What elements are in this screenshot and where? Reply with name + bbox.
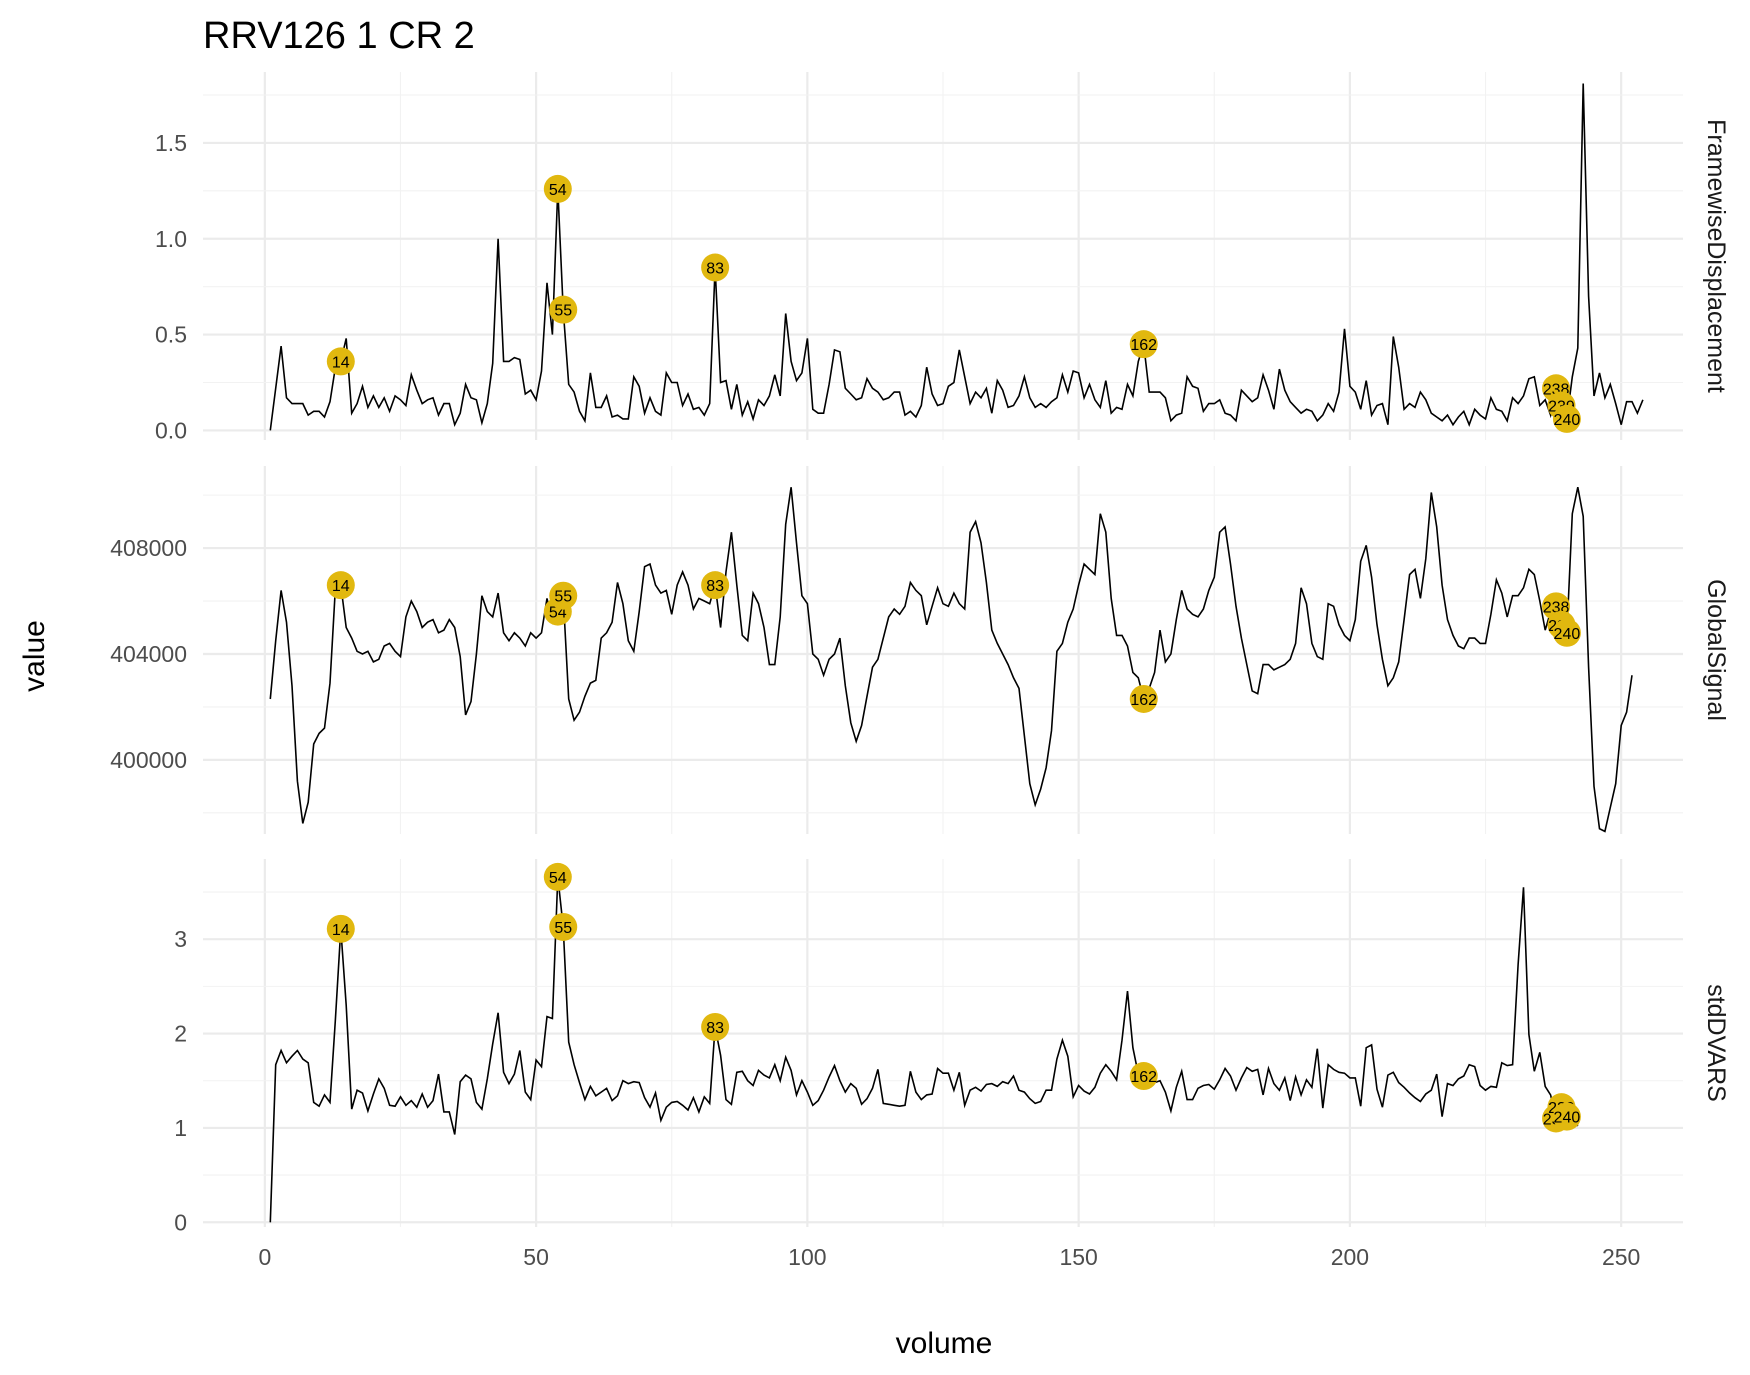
y-tick-label: 404000 [110,641,187,667]
x-tick-label: 100 [788,1244,826,1270]
marker-dot [326,571,355,600]
outlier-marker: 162 [1129,1062,1158,1091]
outlier-marker: 55 [549,295,578,324]
marker-dot [1552,1102,1581,1131]
marker-label: 162 [1130,337,1157,354]
marker-label: 162 [1130,692,1157,709]
outlier-marker: 55 [549,581,578,610]
series-line-FramewiseDisplacement [269,83,1644,431]
outlier-marker: 54 [543,174,572,203]
outlier-marker: 83 [701,571,730,600]
y-tick-label: 0.0 [155,417,187,443]
marker-dot [1129,1062,1158,1091]
marker-label: 55 [554,589,572,606]
outlier-marker: 55 [549,912,578,941]
outlier-marker: 240 [1552,618,1581,647]
x-tick-label: 150 [1059,1244,1097,1270]
outlier-marker: 240 [1552,404,1581,433]
marker-label: 240 [1554,626,1581,643]
outlier-marker: 14 [326,914,355,943]
marker-label: 83 [706,261,724,278]
x-tick-label: 250 [1602,1244,1640,1270]
outlier-marker: 14 [326,571,355,600]
y-tick-label: 2 [174,1021,187,1047]
marker-dot [543,862,572,891]
outlier-marker: 162 [1129,330,1158,359]
y-axis-title: value [18,620,51,692]
marker-label: 162 [1130,1069,1157,1086]
marker-label: 240 [1554,1110,1581,1127]
marker-dot [701,1012,730,1041]
marker-label: 54 [549,182,567,199]
marker-dot [701,571,730,600]
marker-label: 54 [549,870,567,887]
marker-label: 14 [332,354,350,371]
y-tick-label: 1.5 [155,130,187,156]
y-tick-label: 1.0 [155,226,187,252]
facet-panels: 0.0 0.5 1.0 1.5 FramewiseDisplacement 14 54 55 8… [110,72,1730,1235]
outlier-marker: 162 [1129,684,1158,713]
y-tick-label: 1 [174,1115,187,1141]
y-tick-label: 3 [174,926,187,952]
facet-stdDVARS: 0123stdDVARS14545583162238239240 [174,859,1730,1235]
marker-dot [326,347,355,376]
marker-label: 240 [1554,412,1581,429]
y-tick-label: 0 [174,1209,187,1235]
x-tick-label: 200 [1331,1244,1369,1270]
marker-label: 55 [554,303,572,320]
facet-GlobalSignal: 400000404000408000GlobalSignal1454558316… [110,466,1730,834]
y-tick-label: 400000 [110,747,187,773]
outlier-marker: 240 [1552,1102,1581,1131]
x-axis-title: volume [896,1327,993,1360]
facet-FramewiseDisplacement: 0.0 0.5 1.0 1.5 FramewiseDisplacement 14 54 55 8… [155,72,1730,443]
marker-label: 55 [554,920,572,937]
x-tick-label: 50 [523,1244,549,1270]
chart-title: RRV126 1 CR 2 [203,15,475,57]
outlier-marker: 83 [701,1012,730,1041]
series-line-stdDVARS [269,876,1579,1223]
marker-label: 83 [706,1020,724,1037]
x-axis: 0 50 100 150 200 250 [258,1244,1640,1270]
marker-label: 14 [332,922,350,939]
marker-dot [1129,330,1158,359]
marker-dot [543,174,572,203]
y-tick-label: 408000 [110,535,187,561]
marker-dot [549,912,578,941]
marker-dot [1129,684,1158,713]
x-tick-label: 0 [258,1244,271,1270]
series-line-GlobalSignal [269,487,1633,833]
outlier-marker: 83 [701,253,730,282]
outlier-marker: 14 [326,347,355,376]
marker-dot [326,914,355,943]
facet-strip-label: GlobalSignal [1702,579,1730,721]
facet-strip-label: stdDVARS [1702,984,1730,1102]
marker-dot [701,253,730,282]
y-tick-label: 0.5 [155,322,187,348]
marker-dot [549,295,578,324]
marker-dot [1552,404,1581,433]
marker-dot [549,581,578,610]
facet-strip-label: FramewiseDisplacement [1702,119,1730,393]
outlier-marker: 54 [543,862,572,891]
marker-label: 83 [706,578,724,595]
marker-label: 14 [332,578,350,595]
marker-dot [1552,618,1581,647]
